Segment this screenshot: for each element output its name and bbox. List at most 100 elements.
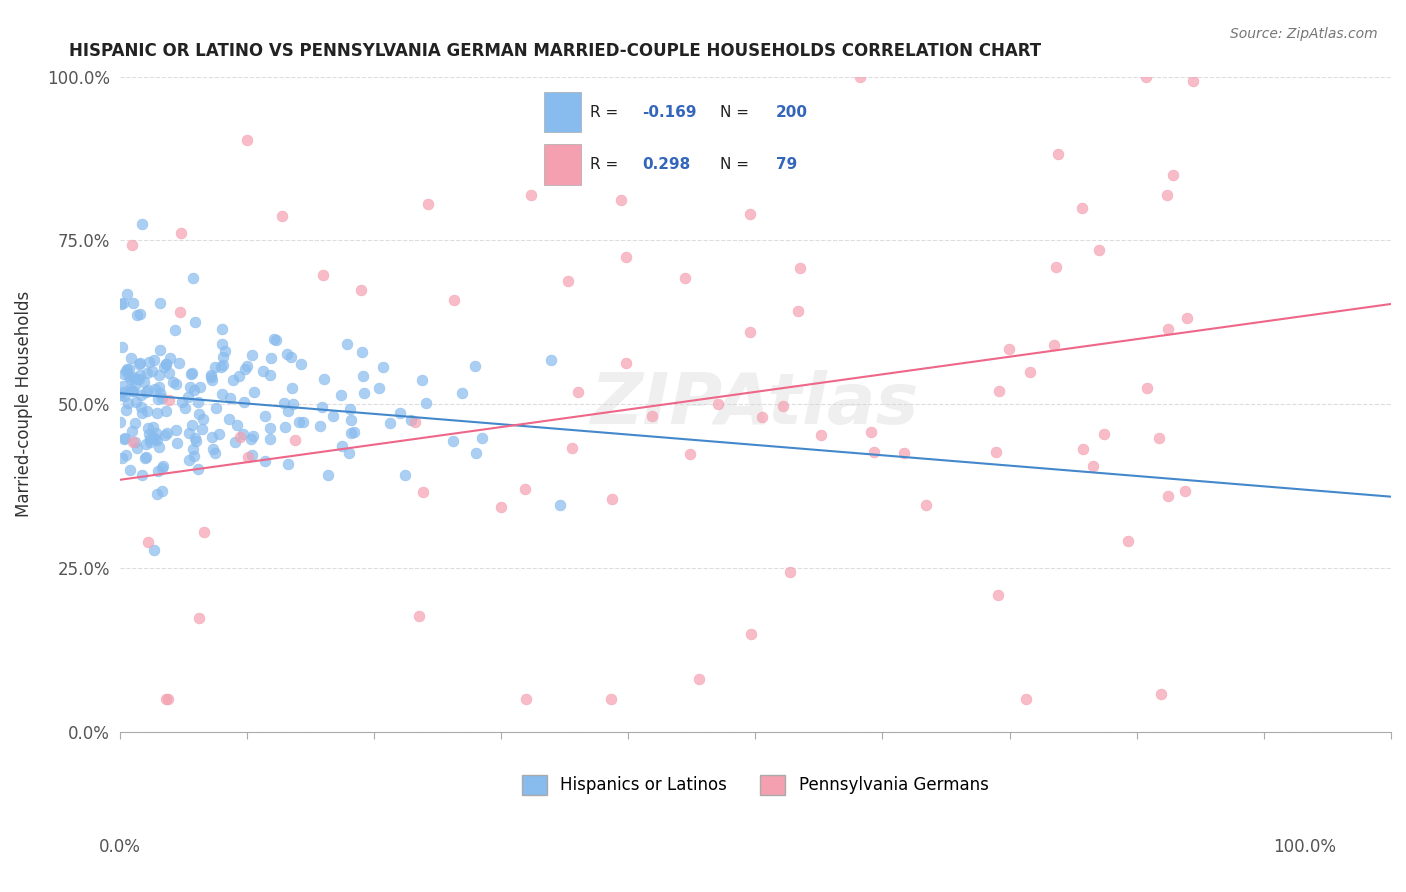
Point [191, 422, 214, 436]
Point [1018, 365, 1040, 379]
Point [1175, 311, 1198, 326]
Point [124, 378, 146, 392]
Point [148, 440, 170, 454]
Point [240, 348, 263, 362]
Point [181, 366, 204, 380]
Y-axis label: Married-couple Households: Married-couple Households [15, 291, 32, 517]
Point [117, 362, 139, 376]
Point [242, 429, 264, 443]
Point [124, 434, 146, 449]
Point [464, 359, 486, 373]
Point [1161, 168, 1184, 182]
Point [233, 362, 256, 376]
Point [208, 427, 231, 442]
Point [165, 423, 187, 437]
Point [211, 359, 233, 373]
Point [339, 402, 361, 417]
Point [1092, 426, 1115, 441]
Point [235, 133, 257, 147]
FancyBboxPatch shape [544, 92, 581, 132]
Point [108, 415, 131, 429]
Point [181, 442, 204, 457]
Point [1181, 74, 1204, 88]
Point [129, 356, 152, 370]
Point [515, 691, 537, 706]
Point [984, 445, 1007, 459]
Point [242, 385, 264, 400]
Point [118, 362, 141, 376]
Point [136, 535, 159, 549]
Point [997, 342, 1019, 356]
Point [810, 428, 832, 442]
Point [550, 498, 572, 512]
Point [136, 421, 159, 435]
Text: N =: N = [720, 157, 754, 172]
Point [1043, 337, 1066, 351]
Point [204, 359, 226, 374]
Point [233, 395, 256, 409]
Point [149, 386, 172, 401]
Point [128, 371, 150, 385]
Point [211, 322, 233, 336]
Point [277, 403, 299, 417]
Point [389, 406, 412, 420]
Point [599, 691, 621, 706]
Point [163, 322, 186, 336]
Point [292, 415, 315, 429]
Point [146, 487, 169, 501]
Point [139, 434, 162, 449]
Point [614, 250, 637, 264]
Point [520, 188, 543, 202]
Point [132, 375, 155, 389]
Point [204, 446, 226, 460]
Point [193, 524, 215, 539]
Point [200, 369, 222, 384]
Point [330, 439, 353, 453]
Point [288, 415, 311, 429]
Text: N =: N = [720, 105, 754, 120]
Point [322, 409, 344, 423]
Point [330, 388, 353, 402]
Point [260, 351, 283, 366]
Point [181, 271, 204, 285]
Point [224, 435, 246, 450]
Point [184, 431, 207, 445]
Point [259, 432, 281, 446]
Point [110, 297, 132, 311]
Point [142, 430, 165, 444]
Point [135, 436, 157, 450]
Point [143, 432, 166, 446]
Point [112, 367, 135, 381]
Point [111, 340, 134, 354]
Point [211, 386, 233, 401]
Point [263, 332, 285, 346]
Point [180, 418, 202, 433]
Point [114, 431, 136, 445]
Point [155, 357, 177, 371]
Point [131, 217, 153, 231]
Point [155, 691, 177, 706]
Point [679, 446, 702, 460]
Point [125, 372, 148, 386]
Point [136, 366, 159, 380]
Point [1149, 431, 1171, 445]
Point [111, 450, 134, 465]
Point [209, 359, 232, 374]
Point [751, 409, 773, 424]
Point [201, 430, 224, 444]
Point [1088, 243, 1111, 257]
Point [236, 450, 259, 464]
Point [513, 482, 536, 496]
Point [228, 369, 250, 384]
Point [129, 388, 152, 402]
Point [343, 425, 366, 439]
Point [988, 384, 1011, 399]
Point [170, 395, 193, 409]
Point [129, 368, 152, 382]
Point [1083, 459, 1105, 474]
Point [121, 372, 143, 386]
Point [1045, 260, 1067, 274]
Point [276, 347, 298, 361]
Point [284, 434, 307, 448]
Point [186, 434, 208, 448]
